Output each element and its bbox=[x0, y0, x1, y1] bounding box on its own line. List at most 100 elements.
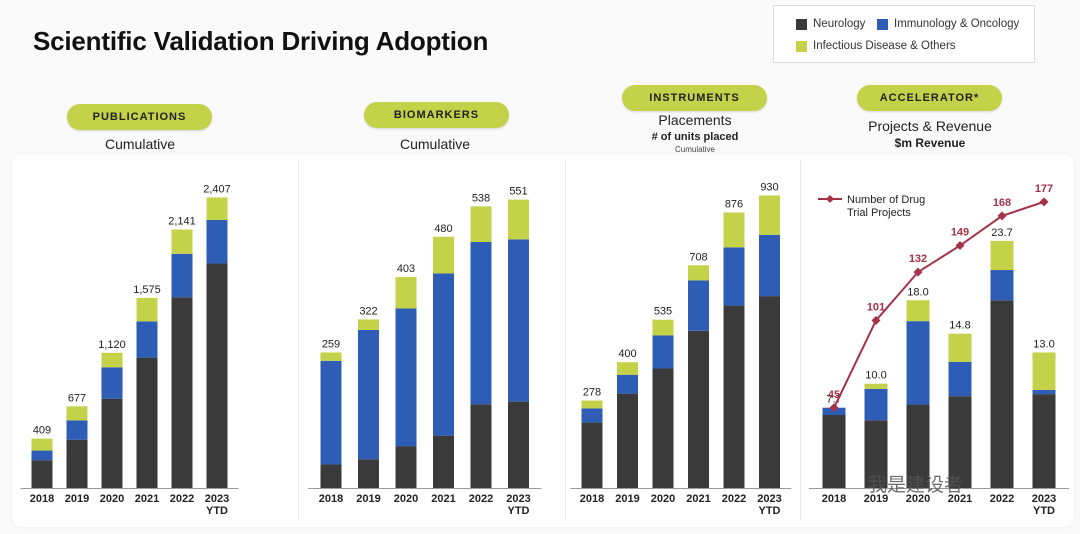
bar-total-label: 677 bbox=[68, 392, 86, 404]
bar-segment-instruments-0 bbox=[652, 368, 674, 488]
x-tick-label: 2022 bbox=[990, 493, 1014, 505]
x-tick-label: 2021 bbox=[431, 493, 455, 505]
bar-total-label: 930 bbox=[760, 181, 778, 193]
bar-segment-publications-1 bbox=[101, 367, 123, 399]
bar-segment-biomarkers-2 bbox=[395, 277, 417, 309]
bar-segment-biomarkers-0 bbox=[470, 404, 492, 488]
bar-segment-biomarkers-1 bbox=[395, 308, 417, 447]
bar-segment-instruments-2 bbox=[617, 362, 638, 375]
x-tick-label: YTD bbox=[1033, 505, 1055, 517]
bar-segment-accelerator-1 bbox=[1032, 389, 1056, 395]
legend-item-immunology-oncology: Immunology & Oncology bbox=[877, 18, 1019, 30]
bar-segment-instruments-0 bbox=[617, 393, 638, 488]
legend-swatch-immunology-oncology bbox=[877, 18, 888, 30]
projects-value-label: 132 bbox=[909, 253, 927, 265]
pill-instruments: INSTRUMENTS bbox=[622, 85, 767, 111]
bar-total-label: 551 bbox=[509, 186, 527, 198]
bar-total-label: 14.8 bbox=[949, 320, 970, 332]
bar-segment-publications-2 bbox=[206, 197, 228, 221]
bar-segment-biomarkers-2 bbox=[433, 236, 454, 274]
bar-segment-accelerator-0 bbox=[990, 300, 1014, 488]
chart-legend: Neurology Immunology & Oncology Infectio… bbox=[773, 5, 1035, 63]
line-legend-label: Number of Drug bbox=[847, 194, 925, 206]
bar-segment-instruments-1 bbox=[723, 247, 745, 306]
bar-segment-accelerator-0 bbox=[948, 396, 972, 488]
bar-segment-accelerator-0 bbox=[906, 404, 930, 488]
watermark-text: 我是建设者 bbox=[868, 475, 964, 496]
bar-segment-accelerator-1 bbox=[864, 388, 888, 421]
x-tick-label: 2023 bbox=[506, 493, 530, 505]
bar-segment-biomarkers-2 bbox=[470, 206, 492, 242]
x-tick-label: YTD bbox=[206, 505, 228, 517]
bar-segment-publications-2 bbox=[101, 352, 123, 368]
projects-point bbox=[955, 241, 965, 251]
bar-total-label: 2,407 bbox=[203, 183, 231, 195]
bar-segment-biomarkers-2 bbox=[508, 199, 529, 240]
x-tick-label: 2021 bbox=[686, 493, 710, 505]
subtitle-instruments: Placements bbox=[658, 112, 732, 128]
x-tick-label: 2022 bbox=[722, 493, 746, 505]
bar-segment-accelerator-2 bbox=[906, 300, 930, 322]
bar-segment-publications-2 bbox=[31, 438, 53, 451]
bar-segment-biomarkers-1 bbox=[470, 241, 492, 405]
projects-value-label: 177 bbox=[1035, 183, 1053, 195]
legend-label: Immunology & Oncology bbox=[894, 18, 1020, 30]
bar-segment-instruments-1 bbox=[759, 234, 780, 297]
bar-segment-instruments-1 bbox=[652, 335, 674, 369]
x-tick-label: 2020 bbox=[651, 493, 675, 505]
bar-segment-publications-1 bbox=[66, 420, 88, 440]
bar-segment-biomarkers-0 bbox=[395, 446, 417, 488]
x-tick-label: 2022 bbox=[469, 493, 493, 505]
projects-point bbox=[997, 211, 1007, 221]
x-tick-label: 2018 bbox=[580, 493, 604, 505]
x-tick-label: 2023 bbox=[205, 493, 229, 505]
x-tick-label: 2021 bbox=[948, 493, 972, 505]
bar-segment-publications-0 bbox=[101, 398, 123, 488]
bar-segment-accelerator-2 bbox=[948, 333, 972, 362]
bar-total-label: 259 bbox=[322, 338, 340, 350]
bar-total-label: 403 bbox=[397, 263, 415, 275]
bar-segment-biomarkers-2 bbox=[320, 352, 342, 361]
x-tick-label: 2019 bbox=[615, 493, 639, 505]
bar-segment-publications-1 bbox=[31, 450, 53, 461]
bar-segment-biomarkers-0 bbox=[358, 459, 379, 488]
bar-segment-accelerator-1 bbox=[990, 270, 1014, 301]
bar-total-label: 18.0 bbox=[907, 286, 928, 298]
subtitle-publications: Cumulative bbox=[104, 136, 176, 152]
bar-total-label: 1,120 bbox=[98, 339, 126, 351]
bar-segment-accelerator-2 bbox=[990, 240, 1014, 271]
line-legend-label: Trial Projects bbox=[847, 207, 911, 219]
x-tick-label: YTD bbox=[508, 505, 530, 517]
x-tick-label: 2023 bbox=[1032, 493, 1056, 505]
bar-segment-instruments-2 bbox=[723, 212, 745, 248]
projects-point bbox=[829, 403, 839, 413]
bar-segment-publications-1 bbox=[136, 321, 158, 358]
bar-segment-publications-2 bbox=[66, 406, 88, 421]
bar-segment-accelerator-2 bbox=[864, 383, 888, 389]
x-tick-label: 2018 bbox=[30, 493, 54, 505]
bar-segment-instruments-1 bbox=[581, 408, 603, 423]
subtitle-instruments-units: # of units placed bbox=[651, 131, 739, 143]
bar-segment-instruments-2 bbox=[688, 265, 709, 281]
bar-segment-publications-1 bbox=[206, 220, 228, 264]
x-tick-label: YTD bbox=[759, 505, 781, 517]
bar-segment-publications-0 bbox=[136, 357, 158, 488]
bar-segment-instruments-1 bbox=[688, 280, 709, 331]
bar-segment-instruments-0 bbox=[581, 422, 603, 488]
bar-segment-biomarkers-1 bbox=[320, 360, 342, 465]
pill-accelerator: ACCELERATOR* bbox=[857, 85, 1002, 111]
bar-segment-accelerator-1 bbox=[948, 361, 972, 397]
bar-segment-instruments-1 bbox=[617, 374, 638, 394]
panel-divider bbox=[800, 160, 801, 520]
legend-swatch-infectious-disease bbox=[796, 40, 807, 52]
projects-line bbox=[833, 200, 1045, 409]
bar-total-label: 480 bbox=[434, 223, 452, 235]
bar-segment-biomarkers-0 bbox=[508, 401, 529, 488]
panel-divider bbox=[565, 160, 566, 520]
x-tick-label: 2020 bbox=[906, 493, 930, 505]
projects-point bbox=[871, 315, 881, 325]
legend-item-neurology: Neurology bbox=[796, 18, 865, 30]
bar-segment-instruments-0 bbox=[759, 296, 780, 488]
bar-total-label: 535 bbox=[654, 306, 672, 318]
